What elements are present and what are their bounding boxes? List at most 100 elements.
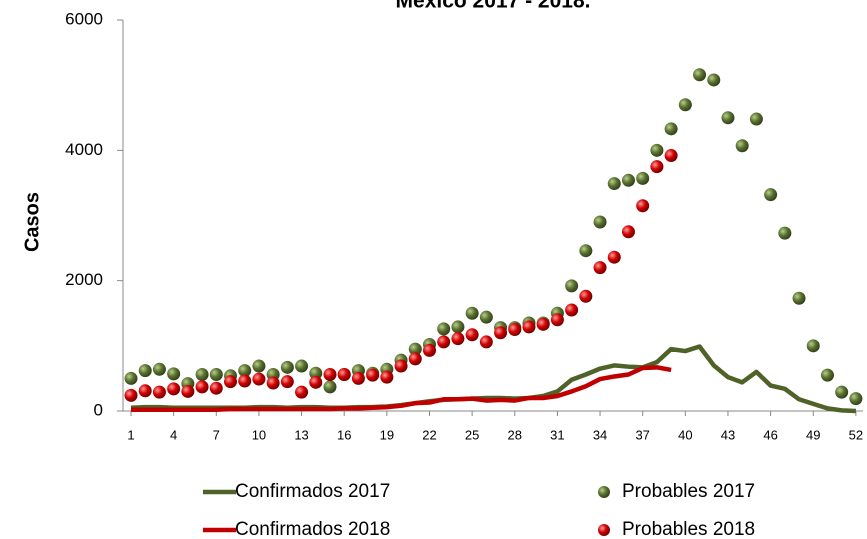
series-marker [579,289,593,303]
series-marker [579,244,593,258]
series-marker [408,352,422,366]
series-marker [522,320,536,334]
legend-label: Probables 2017 [622,481,755,502]
series-marker [437,322,451,336]
x-tick-label: 22 [422,427,436,442]
series-marker [664,122,678,136]
series-marker [437,335,451,349]
legend-swatch [598,486,610,498]
series-marker [465,328,479,342]
series-marker [607,177,621,191]
y-axis-label: Casos [21,192,43,252]
series-marker [707,73,721,87]
series-marker [224,375,238,389]
series-marker [565,279,579,293]
series-marker [621,173,635,187]
series-marker [451,332,465,346]
series-marker [536,317,550,331]
series-marker [209,381,223,395]
series-marker [280,375,294,389]
series-marker [820,368,834,382]
x-tick-label: 28 [508,427,522,442]
x-tick-label: 1 [127,427,134,442]
series-marker [451,320,465,334]
series-marker [806,339,820,353]
series-marker [351,371,365,385]
series-marker [309,375,323,389]
series-marker [465,306,479,320]
y-tick-label: 2000 [65,270,103,289]
series-marker [607,250,621,264]
series-marker [181,384,195,398]
y-tick-label: 0 [94,400,103,419]
series-marker [252,359,266,373]
series-marker [323,380,337,394]
y-tick-label: 4000 [65,140,103,159]
series-marker [138,364,152,378]
series-marker [593,215,607,229]
series-marker [650,160,664,174]
series-marker [749,112,763,126]
series-marker [266,376,280,390]
series-marker [152,362,166,376]
x-tick-label: 46 [763,427,777,442]
series-marker [252,372,266,386]
series-marker [550,313,564,327]
series-marker [238,374,252,388]
legend-label: Probables 2018 [622,519,755,539]
series-marker [337,368,351,382]
series-marker [494,326,508,340]
x-tick-label: 49 [806,427,820,442]
x-tick-label: 16 [337,427,351,442]
series-marker [792,291,806,305]
x-tick-label: 52 [849,427,863,442]
series-marker [295,385,309,399]
series-marker [849,392,863,406]
series-marker [124,388,138,402]
series-marker [422,343,436,357]
series-marker [309,366,323,380]
series-marker [835,385,849,399]
series-marker [764,188,778,202]
series-marker [138,384,152,398]
chart-title: México 2017 - 2018. [396,0,591,13]
series-marker [195,368,209,382]
series-marker [735,139,749,153]
series-marker [650,143,664,157]
legend-label: Confirmados 2018 [235,519,390,539]
series-marker [678,98,692,112]
series-marker [621,225,635,239]
series-marker [636,199,650,213]
series-marker [124,371,138,385]
series-line [131,365,672,412]
series-marker [280,360,294,374]
legend-swatch [598,524,610,536]
y-tick-label: 6000 [65,9,103,28]
series-marker [479,310,493,324]
series-marker [209,368,223,382]
series-marker [152,385,166,399]
series-marker [778,226,792,240]
x-tick-label: 34 [593,427,607,442]
series-marker [636,171,650,185]
x-tick-label: 19 [380,427,394,442]
series-marker [366,368,380,382]
x-tick-label: 4 [170,427,177,442]
series-marker [479,335,493,349]
series-marker [195,380,209,394]
series-marker [408,342,422,356]
series-marker [380,370,394,384]
series-marker [295,359,309,373]
series-marker [565,303,579,317]
series-marker [508,323,522,337]
series-marker [167,382,181,396]
x-tick-label: 31 [550,427,564,442]
x-tick-label: 43 [721,427,735,442]
x-tick-label: 7 [213,427,220,442]
series-marker [394,359,408,373]
x-tick-label: 10 [252,427,266,442]
series-marker [167,367,181,381]
x-tick-label: 25 [465,427,479,442]
series-marker [593,261,607,275]
